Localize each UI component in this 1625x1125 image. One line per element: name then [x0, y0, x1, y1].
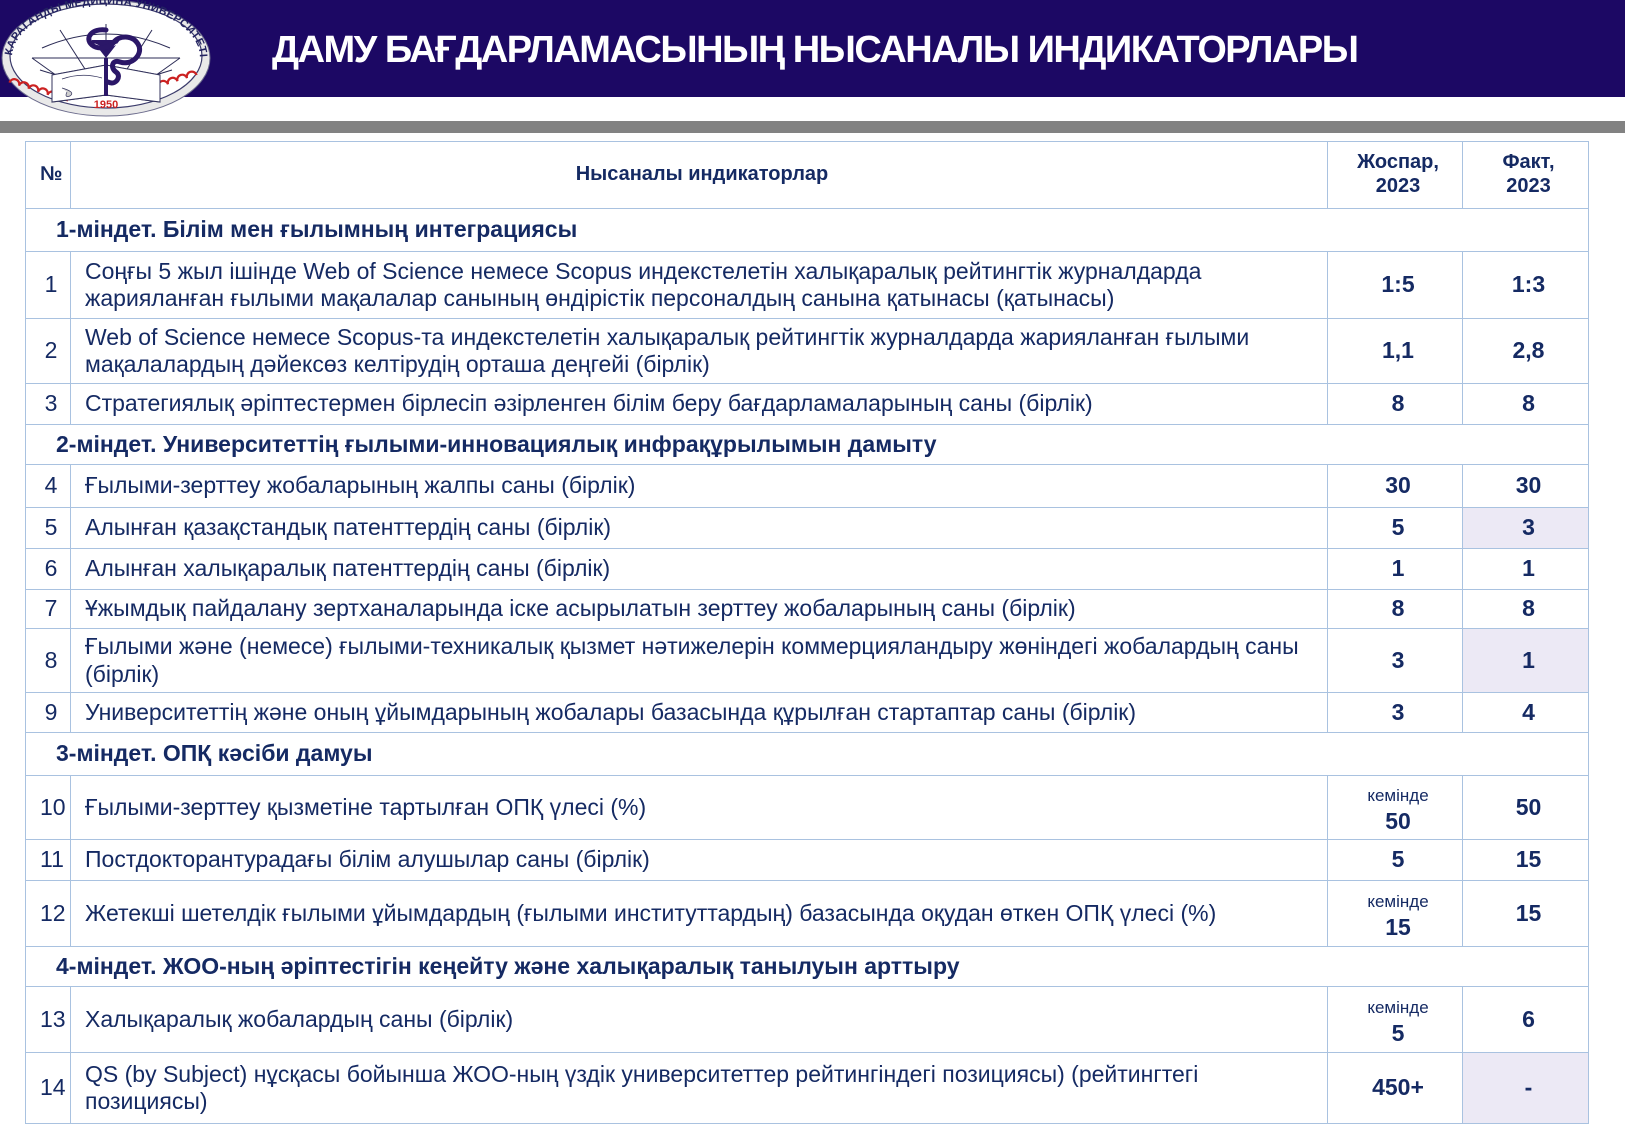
- svg-text:1950: 1950: [94, 99, 118, 111]
